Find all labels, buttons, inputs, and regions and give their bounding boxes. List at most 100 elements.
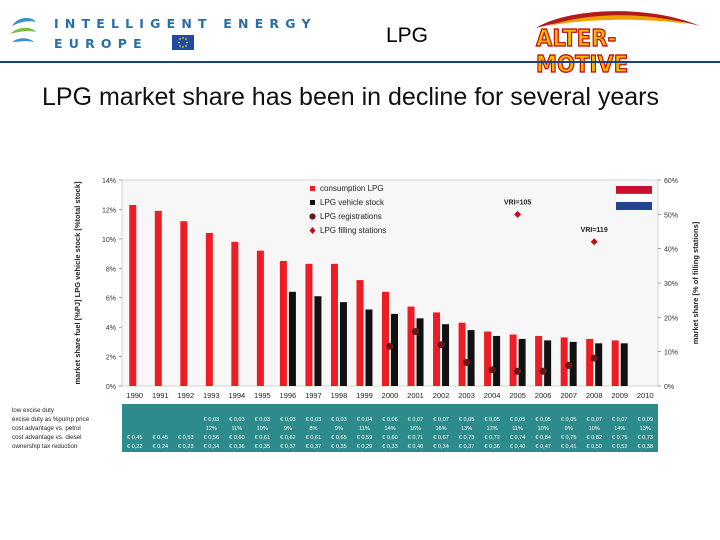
table-cell: 13% (640, 426, 651, 432)
legend-label: LPG filling stations (320, 226, 386, 235)
x-tick-label: 1998 (331, 391, 348, 400)
table-cell: € 0,71 (408, 435, 424, 441)
table-cell: € 0,35 (331, 444, 347, 450)
dutch-flag-white-stripe (615, 193, 653, 203)
x-tick-label: 2000 (382, 391, 399, 400)
bar-lpg-vehicle-stock (391, 313, 398, 386)
table-cell: € 0,56 (204, 435, 220, 441)
table-cell: € 0,22 (127, 444, 143, 450)
table-cell: € 0,45 (127, 435, 143, 441)
y-tick-label: 6% (106, 296, 116, 303)
table-cell: € 0,03 (306, 417, 322, 423)
table-cell: € 0,73 (637, 435, 653, 441)
table-data-area (122, 404, 658, 452)
x-tick-label: 2007 (560, 391, 577, 400)
table-cell: € 0,29 (357, 444, 373, 450)
table-cell: € 0,74 (510, 435, 526, 441)
bar-lpg-vehicle-stock (288, 291, 296, 386)
table-cell: € 0,61 (255, 435, 271, 441)
marker-lpg-registrations (514, 367, 522, 375)
dutch-flag-blue-stripe (616, 202, 652, 210)
bar-lpg-vehicle-stock (339, 302, 347, 386)
table-cell: 11% (359, 426, 370, 432)
table-cell: € 0,72 (484, 435, 500, 441)
bar-consumption-lpg (256, 250, 264, 386)
table-cell: € 0,34 (433, 444, 449, 450)
table-cell: € 0,75 (612, 435, 628, 441)
table-cell: € 0,73 (459, 435, 475, 441)
bar-consumption-lpg (509, 334, 517, 386)
table-cell: € 0,40 (510, 444, 526, 450)
marker-lpg-registrations (462, 358, 471, 367)
table-cell: € 0,60 (382, 435, 398, 441)
table-cell: 14% (384, 426, 395, 432)
x-tick-label: 1996 (280, 391, 297, 400)
legend-swatch (309, 213, 316, 220)
x-tick-label: 1994 (229, 391, 246, 400)
table-cell: € 0,05 (561, 417, 577, 423)
table-cell: 14% (614, 426, 625, 432)
table-cell: 16% (435, 426, 446, 432)
legend-swatch (309, 227, 316, 234)
table-cell: € 0,67 (433, 435, 449, 441)
bar-consumption-lpg (231, 241, 239, 386)
table-cell: € 0,75 (561, 435, 577, 441)
table-cell: 9% (335, 426, 343, 432)
marker-lpg-registrations (437, 341, 445, 349)
table-cell: € 0,37 (306, 444, 322, 450)
table-cell: € 0,40 (408, 444, 424, 450)
y-tick-label: 0% (106, 384, 116, 391)
table-cell: 12% (206, 426, 217, 432)
y2-tick-label: 0% (664, 384, 674, 391)
bar-lpg-vehicle-stock (365, 309, 373, 386)
table-cell: 16% (410, 426, 421, 432)
bar-consumption-lpg (356, 280, 364, 386)
bar-consumption-lpg (382, 291, 389, 386)
program-name-line2: EUROPE (54, 36, 148, 51)
table-cell: 10% (538, 426, 549, 432)
x-tick-label: 1999 (356, 391, 373, 400)
table-cell: € 0,24 (153, 444, 169, 450)
bar-lpg-vehicle-stock (620, 343, 628, 386)
annotation-label: VRI=119 (581, 227, 608, 234)
table-cell: € 0,03 (280, 417, 296, 423)
bar-consumption-lpg (611, 340, 619, 386)
lpg-market-share-chart: 0% 2% 4% 6% 8% 10% 12% 14% 0% 10% 20% 30% 40% 50% 60% m… (10, 172, 710, 460)
table-row-label: cost advantage vs. diesel (12, 434, 81, 441)
bar-lpg-vehicle-stock (416, 318, 424, 386)
table-cell: € 0,05 (459, 417, 475, 423)
marker-lpg-registrations (488, 366, 496, 374)
y-tick-label: 10% (102, 237, 116, 244)
bar-lpg-vehicle-stock (314, 296, 322, 386)
bar-consumption-lpg (205, 232, 213, 386)
legend-label: consumption LPG (320, 184, 384, 193)
table-cell: € 0,05 (535, 417, 551, 423)
table-cell: € 0,05 (510, 417, 526, 423)
y-tick-label: 4% (106, 325, 116, 332)
table-cell: € 0,62 (280, 435, 296, 441)
table-cell: € 0,82 (586, 435, 602, 441)
table-cell: € 0,84 (535, 435, 551, 441)
y2-tick-label: 40% (664, 247, 678, 254)
table-cell: € 0,52 (612, 444, 628, 450)
bar-consumption-lpg (154, 210, 162, 386)
table-cell: 9% (565, 426, 573, 432)
partner-logo-text: ALTER-MOTIVE (535, 25, 629, 78)
marker-lpg-registrations (386, 342, 394, 350)
table-row-label: low excise duty (12, 407, 55, 414)
y-tick-label: 12% (102, 207, 116, 214)
table-cell: € 0,06 (382, 417, 398, 423)
y-axis-title: market share fuel [%PJ] LPG vehicle stoc… (73, 181, 82, 384)
bar-lpg-vehicle-stock (544, 340, 552, 386)
slide-title: LPG (386, 24, 429, 47)
table-cell: € 0,36 (484, 444, 500, 450)
bar-consumption-lpg (535, 335, 543, 386)
y2-axis-title: market share [% of filling stations] (691, 221, 700, 344)
x-tick-label: 1995 (254, 391, 271, 400)
alter-motive-logo-icon (536, 11, 700, 28)
table-cell: € 0,37 (459, 444, 475, 450)
y-tick-label: 14% (102, 178, 116, 185)
x-tick-label: 1990 (126, 391, 143, 400)
table-cell: € 0,59 (357, 435, 373, 441)
y-tick-label: 8% (106, 266, 116, 273)
